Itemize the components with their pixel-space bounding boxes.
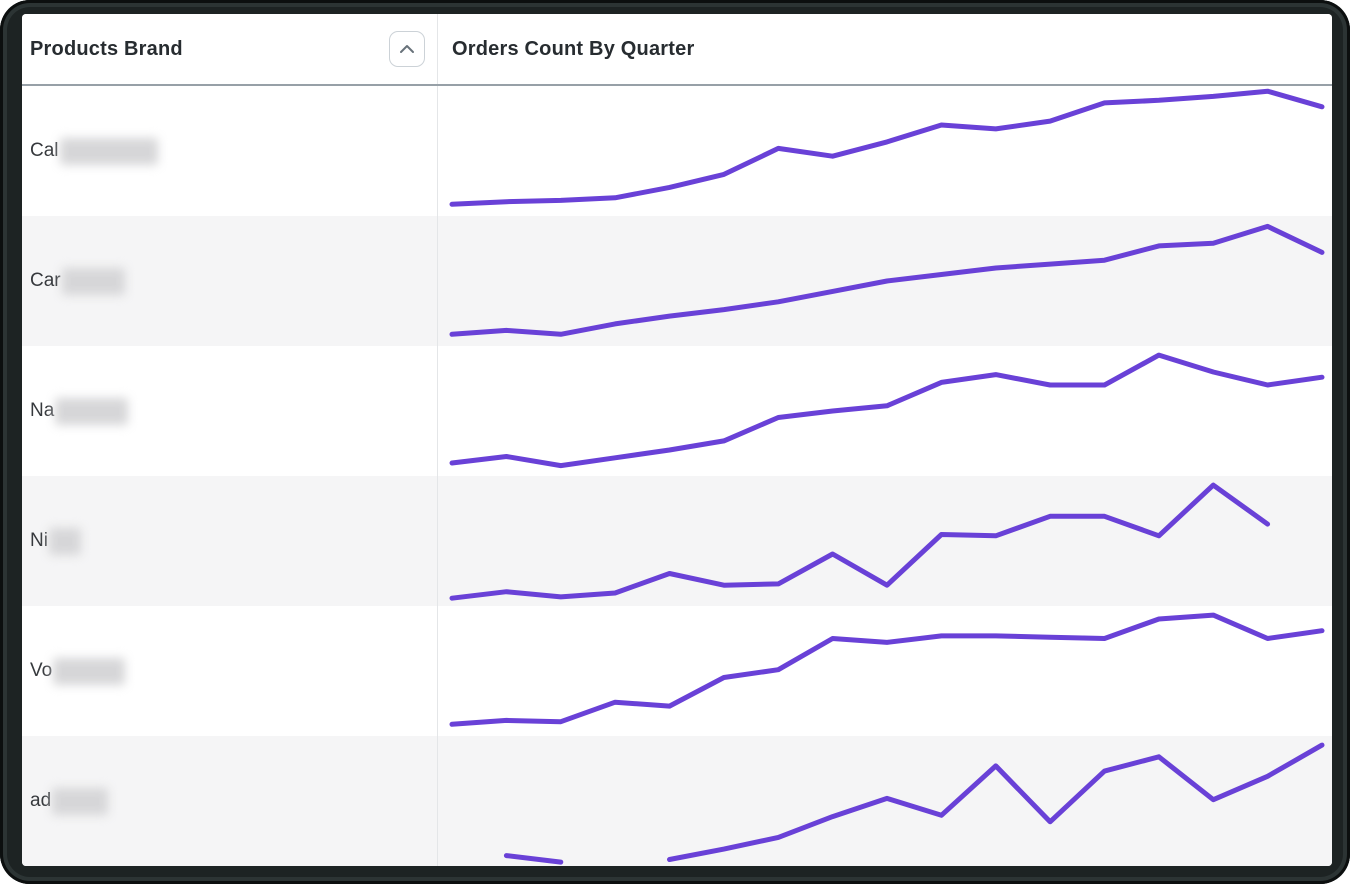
brand-label: Vo [30, 660, 53, 681]
brand-cell: Vo [22, 606, 438, 736]
sparkline-cell[interactable] [438, 86, 1332, 216]
redacted-brand-blur [55, 397, 129, 425]
sparkline-chart [449, 352, 1325, 469]
table-widget: Products Brand Orders Count By Quarter C… [22, 14, 1332, 866]
sparkline-cell[interactable] [438, 606, 1332, 736]
sparkline-chart [449, 612, 1325, 727]
column-title-orders-count: Orders Count By Quarter [452, 37, 695, 60]
column-title-products-brand: Products Brand [30, 37, 183, 60]
sparkline-chart [449, 482, 1271, 601]
brand-cell: Car [22, 216, 438, 346]
table-row[interactable]: Car [22, 216, 1332, 346]
table-row[interactable]: Ni [22, 476, 1332, 606]
header-cell-orders-count[interactable]: Orders Count By Quarter [438, 14, 1332, 84]
redacted-brand-blur [59, 137, 158, 165]
brand-label: ad [30, 790, 52, 811]
sparkline-chart [503, 742, 1325, 865]
brand-label: Ni [30, 530, 48, 551]
brand-label: Cal [30, 140, 59, 161]
brand-label: Car [30, 270, 61, 291]
brand-cell: Cal [22, 86, 438, 216]
sparkline-cell[interactable] [438, 346, 1332, 476]
table-row[interactable]: Vo [22, 606, 1332, 736]
brand-cell: ad [22, 736, 438, 866]
table-row[interactable]: Cal [22, 86, 1332, 216]
brand-cell: Na [22, 346, 438, 476]
header-cell-products-brand[interactable]: Products Brand [22, 14, 438, 84]
redacted-brand-blur [61, 267, 125, 295]
redacted-brand-blur [53, 657, 126, 685]
sort-ascending-button[interactable] [389, 31, 425, 67]
sparkline-cell[interactable] [438, 216, 1332, 346]
table-row[interactable]: ad [22, 736, 1332, 866]
brand-cell: Ni [22, 476, 438, 606]
brand-label: Na [30, 400, 55, 421]
redacted-brand-blur [52, 787, 109, 815]
redacted-brand-blur [48, 527, 81, 555]
sparkline-chart [449, 223, 1325, 337]
chevron-up-icon [400, 45, 414, 53]
sparkline-chart [449, 88, 1325, 207]
table-row[interactable]: Na [22, 346, 1332, 476]
sparkline-cell[interactable] [438, 476, 1332, 606]
table-body: Cal Car Na Ni Vo [22, 86, 1332, 866]
sparkline-cell[interactable] [438, 736, 1332, 866]
table-header: Products Brand Orders Count By Quarter [22, 14, 1332, 86]
